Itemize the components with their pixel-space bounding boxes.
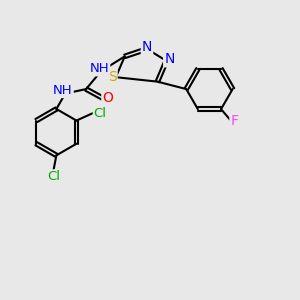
Text: N: N: [142, 40, 152, 55]
Text: NH: NH: [90, 62, 109, 75]
Text: NH: NH: [53, 84, 73, 97]
Text: S: S: [108, 70, 117, 84]
Text: F: F: [230, 114, 238, 128]
Text: O: O: [102, 91, 113, 105]
Text: N: N: [164, 52, 175, 66]
Text: Cl: Cl: [94, 106, 107, 120]
Text: Cl: Cl: [47, 170, 60, 183]
